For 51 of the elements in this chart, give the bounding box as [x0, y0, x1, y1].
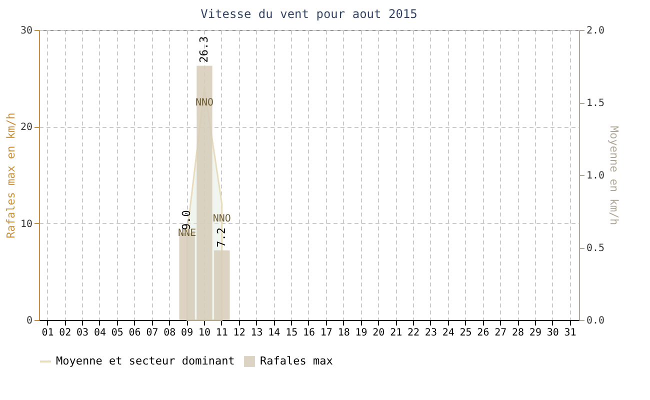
x-tick-label: 23 — [424, 328, 437, 338]
y-tick-label: 0 — [26, 316, 32, 326]
x-tick-label: 05 — [111, 328, 124, 338]
y2-tick-label: 1.0 — [586, 170, 605, 182]
x-tick-label: 07 — [146, 328, 158, 338]
x-tick-label: 29 — [529, 328, 542, 338]
legend-label: Rafales max — [260, 354, 334, 368]
x-tick-label: 20 — [372, 328, 385, 338]
y-tick-label: 10 — [20, 218, 32, 230]
x-tick-label: 11 — [216, 328, 228, 338]
x-tick-label: 19 — [355, 328, 368, 338]
data-label: 26.3 — [197, 36, 210, 63]
x-tick-label: 27 — [494, 328, 507, 338]
x-tick-label: 01 — [42, 328, 54, 338]
annotation: NNO — [195, 98, 214, 108]
x-tick-label: 25 — [460, 328, 472, 338]
x-tick-label: 14 — [268, 328, 280, 338]
x-tick-label: 15 — [286, 328, 298, 338]
y-tick-label: 30 — [20, 26, 32, 36]
y2-tick-label: 0.0 — [586, 316, 605, 326]
data-label: 9.0 — [180, 210, 194, 230]
x-tick-label: 28 — [512, 328, 524, 338]
x-tick-label: 09 — [181, 328, 194, 338]
y-axis-title: Rafales max en km/h — [4, 112, 18, 238]
x-tick-label: 26 — [477, 328, 490, 338]
x-tick-label: 03 — [76, 328, 89, 338]
annotation: NNO — [212, 214, 231, 224]
x-tick-label: 30 — [546, 328, 559, 338]
x-tick-label: 10 — [198, 328, 211, 338]
annotation: NNE — [178, 228, 196, 239]
x-tick-label: 06 — [128, 328, 141, 338]
x-tick-label: 02 — [59, 328, 72, 338]
x-tick-label: 08 — [164, 328, 176, 338]
x-tick-label: 31 — [564, 328, 576, 338]
chart-title: Vitesse du vent pour aout 2015 — [200, 7, 418, 21]
x-tick-label: 17 — [320, 328, 332, 338]
x-tick-label: 21 — [390, 328, 402, 338]
x-tick-label: 24 — [442, 328, 454, 338]
x-tick-label: 04 — [94, 328, 106, 338]
legend-label: Moyenne et secteur dominant — [56, 354, 235, 368]
y2-tick-label: 2.0 — [586, 26, 605, 36]
x-tick-label: 12 — [233, 328, 246, 338]
x-tick-label: 13 — [250, 328, 263, 338]
x-tick-label: 18 — [338, 328, 350, 338]
y2-tick-label: 0.5 — [586, 243, 605, 254]
y2-axis-title: Moyenne en km/h — [608, 126, 621, 226]
y2-tick-label: 1.5 — [586, 98, 605, 109]
data-label: 7.2 — [214, 228, 228, 248]
x-tick-label: 16 — [302, 328, 316, 338]
y-tick-label: 20 — [20, 122, 32, 134]
x-tick-label: 22 — [407, 328, 420, 338]
